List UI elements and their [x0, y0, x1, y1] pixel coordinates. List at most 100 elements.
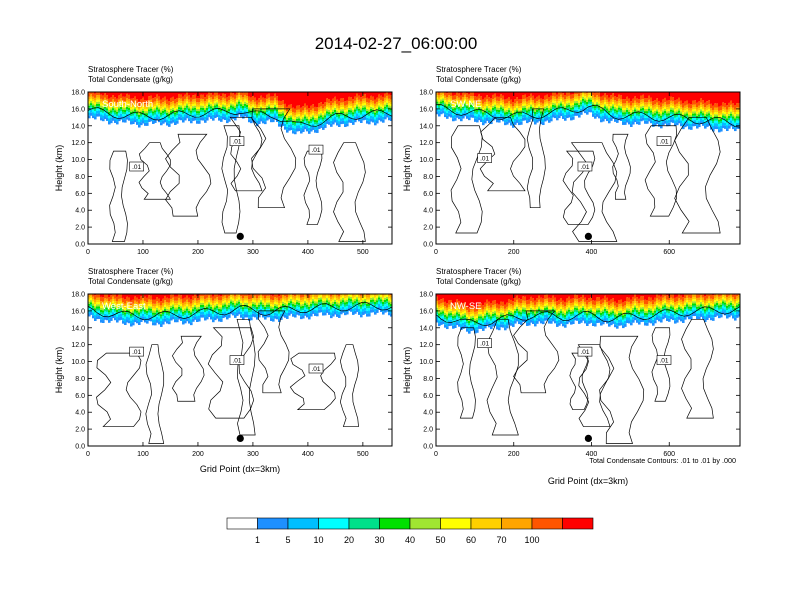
- tracer-cell: [232, 102, 235, 105]
- tracer-cell: [618, 98, 621, 102]
- tracer-cell: [330, 305, 333, 308]
- tracer-cell: [188, 115, 191, 119]
- tracer-cell: [726, 128, 729, 132]
- tracer-cell: [274, 297, 277, 300]
- tracer-cell: [450, 98, 453, 101]
- panels-group: Stratosphere Tracer (%)Total Condensate …: [54, 65, 741, 486]
- tracer-cell: [304, 92, 307, 104]
- tracer-cell: [342, 104, 345, 107]
- tracer-cell: [212, 307, 215, 310]
- tracer-cell: [614, 118, 617, 122]
- tracer-cell: [356, 113, 359, 117]
- tracer-cell: [116, 121, 119, 125]
- tracer-cell: [208, 311, 211, 315]
- tracer-cell: [112, 103, 115, 107]
- tracer-cell: [302, 115, 305, 118]
- tracer-cell: [178, 102, 181, 105]
- tracer-cell: [200, 105, 203, 108]
- tracer-cell: [568, 98, 571, 101]
- tracer-cell: [672, 92, 675, 98]
- tracer-cell: [128, 301, 131, 305]
- tracer-cell: [220, 300, 223, 303]
- tracer-cell: [152, 316, 155, 320]
- tracer-cell: [548, 101, 551, 104]
- tracer-cell: [240, 113, 243, 117]
- tracer-cell: [286, 124, 289, 127]
- tracer-cell: [696, 111, 699, 114]
- tracer-cell: [194, 107, 197, 110]
- tracer-cell: [608, 101, 611, 105]
- tracer-cell: [298, 118, 301, 121]
- tracer-cell: [324, 113, 327, 116]
- tracer-cell: [122, 308, 125, 311]
- tracer-cell: [308, 304, 311, 307]
- tracer-cell: [130, 300, 133, 305]
- tracer-cell: [628, 111, 631, 114]
- tracer-cell: [342, 115, 345, 118]
- tracer-cell: [560, 92, 563, 95]
- tracer-cell: [216, 294, 219, 298]
- tracer-cell: [316, 294, 319, 298]
- tracer-cell: [170, 294, 173, 299]
- tracer-cell: [112, 296, 115, 300]
- tracer-cell: [686, 100, 689, 105]
- tracer-cell: [542, 114, 545, 117]
- tracer-cell: [610, 117, 613, 121]
- tracer-cell: [564, 92, 567, 95]
- tracer-cell: [308, 112, 311, 115]
- tracer-cell: [174, 311, 177, 314]
- contour-line: [674, 116, 721, 234]
- tracer-cell: [618, 92, 621, 95]
- tracer-cell: [696, 125, 699, 129]
- tracer-cell: [168, 315, 171, 319]
- tracer-cell: [718, 92, 721, 107]
- tracer-cell: [262, 92, 265, 98]
- tracer-cell: [598, 96, 601, 100]
- tracer-cell: [368, 118, 371, 122]
- tracer-cell: [220, 118, 223, 122]
- tracer-cell: [274, 92, 277, 94]
- tracer-cell: [94, 93, 97, 98]
- tracer-cell: [358, 110, 361, 113]
- tracer-cell: [572, 100, 575, 103]
- tracer-cell: [292, 313, 295, 317]
- tracer-cell: [178, 100, 181, 103]
- tracer-cell: [190, 120, 193, 124]
- tracer-cell: [384, 108, 387, 111]
- tracer-cell: [90, 103, 93, 106]
- tracer-cell: [106, 301, 109, 304]
- tracer-cell: [630, 118, 633, 122]
- tracer-cell: [340, 115, 343, 119]
- tracer-cell: [340, 121, 343, 125]
- tracer-cell: [448, 95, 451, 98]
- tracer-cell: [188, 104, 191, 107]
- tracer-cell: [558, 99, 561, 102]
- tracer-cell: [358, 118, 361, 122]
- tracer-cell: [188, 92, 191, 96]
- tracer-cell: [636, 92, 639, 99]
- tracer-cell: [96, 310, 99, 314]
- tracer-cell: [730, 104, 733, 108]
- tracer-cell: [270, 308, 273, 311]
- contour-label-box: [308, 144, 324, 155]
- tracer-cell: [390, 104, 392, 107]
- tracer-cell: [312, 92, 315, 105]
- tracer-cell: [140, 114, 143, 117]
- tracer-cell: [630, 101, 633, 106]
- tracer-cell: [266, 112, 269, 115]
- tracer-cell: [186, 308, 189, 311]
- tracer-cell: [304, 120, 307, 124]
- tracer-cell: [508, 110, 511, 113]
- tracer-cell: [242, 307, 245, 310]
- tracer-cell: [160, 119, 163, 123]
- tracer-cell: [250, 303, 253, 306]
- tracer-cell: [228, 102, 231, 105]
- tracer-cell: [352, 308, 355, 312]
- tracer-cell: [114, 114, 117, 118]
- tracer-cell: [528, 92, 531, 97]
- tracer-cell: [150, 315, 153, 319]
- tracer-cell: [366, 117, 369, 121]
- tracer-cell: [158, 107, 161, 110]
- tracer-cell: [694, 92, 697, 101]
- tracer-cell: [650, 92, 653, 98]
